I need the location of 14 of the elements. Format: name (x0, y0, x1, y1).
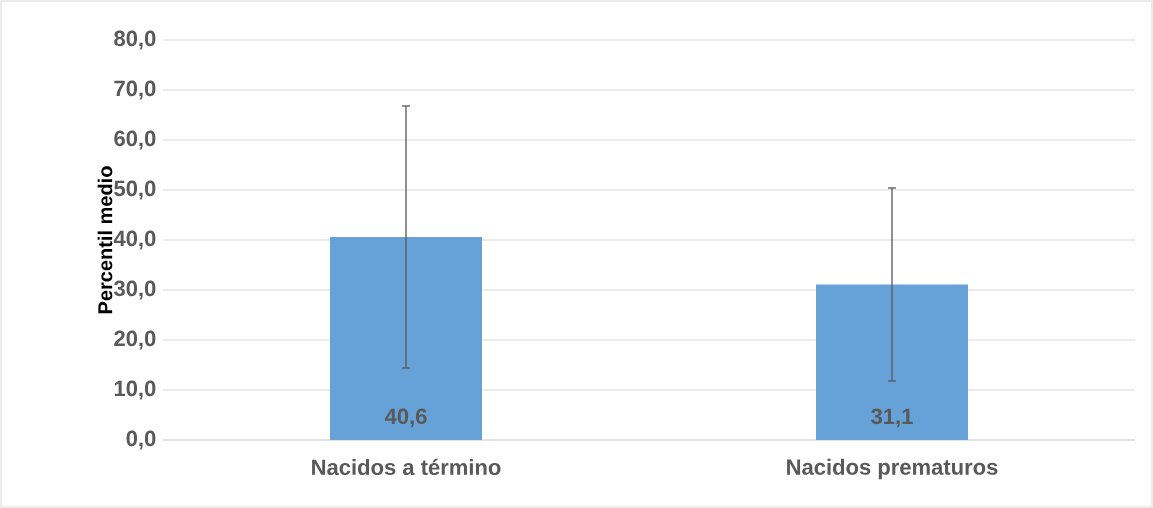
y-tick-label: 30,0 (113, 280, 156, 300)
y-tick-label: 10,0 (114, 380, 156, 400)
y-tick-label: 20,0 (114, 330, 156, 350)
y-tick-label: 80,0 (114, 30, 156, 50)
y-axis-title: Percentil medio (97, 166, 113, 314)
x-tick-label: Nacidos a término (312, 458, 501, 476)
data-label: 31,1 (871, 408, 913, 428)
data-label: 40,6 (384, 408, 427, 428)
y-tick-label: 70,0 (114, 80, 156, 100)
y-tick-label: 50,0 (114, 180, 156, 200)
y-tick-label: 0,0 (126, 430, 156, 450)
y-tick-label: 40,0 (113, 230, 156, 250)
y-tick-label: 60,0 (114, 130, 156, 150)
x-tick-label: Nacidos prematuros (787, 458, 998, 480)
